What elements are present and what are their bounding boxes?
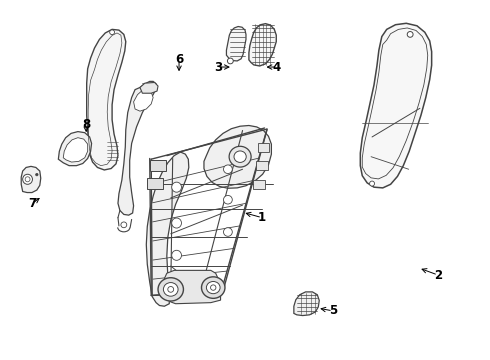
Polygon shape	[21, 166, 41, 193]
Polygon shape	[87, 30, 126, 170]
Polygon shape	[164, 270, 220, 304]
Ellipse shape	[172, 182, 181, 192]
Polygon shape	[258, 143, 270, 152]
Polygon shape	[204, 126, 271, 188]
Ellipse shape	[36, 174, 38, 176]
Text: 4: 4	[272, 60, 281, 73]
Ellipse shape	[223, 165, 232, 174]
Polygon shape	[147, 178, 163, 189]
Ellipse shape	[201, 277, 225, 298]
Polygon shape	[150, 160, 166, 171]
Text: 2: 2	[434, 269, 442, 282]
Polygon shape	[256, 161, 268, 170]
Polygon shape	[226, 27, 246, 61]
Text: 7: 7	[28, 197, 37, 210]
Polygon shape	[118, 81, 156, 215]
Ellipse shape	[407, 32, 413, 37]
Ellipse shape	[110, 30, 115, 35]
Polygon shape	[253, 180, 265, 189]
Polygon shape	[140, 82, 158, 93]
Ellipse shape	[23, 174, 32, 184]
Polygon shape	[134, 90, 153, 111]
Ellipse shape	[158, 278, 183, 301]
Polygon shape	[360, 23, 432, 188]
Ellipse shape	[227, 58, 233, 64]
Text: 6: 6	[175, 53, 183, 66]
Ellipse shape	[172, 218, 181, 228]
Polygon shape	[58, 132, 92, 166]
Text: 1: 1	[258, 211, 266, 224]
Polygon shape	[294, 292, 319, 316]
Ellipse shape	[369, 181, 374, 186]
Text: 3: 3	[214, 60, 222, 73]
Ellipse shape	[223, 195, 232, 204]
Text: 5: 5	[329, 305, 337, 318]
Ellipse shape	[163, 283, 178, 296]
Ellipse shape	[172, 250, 181, 260]
Ellipse shape	[229, 146, 251, 167]
Ellipse shape	[206, 282, 220, 294]
Polygon shape	[63, 138, 88, 162]
Polygon shape	[249, 24, 276, 66]
Polygon shape	[147, 152, 189, 306]
Text: 8: 8	[82, 118, 90, 131]
Ellipse shape	[121, 222, 127, 228]
Ellipse shape	[234, 151, 246, 162]
Ellipse shape	[223, 228, 232, 236]
